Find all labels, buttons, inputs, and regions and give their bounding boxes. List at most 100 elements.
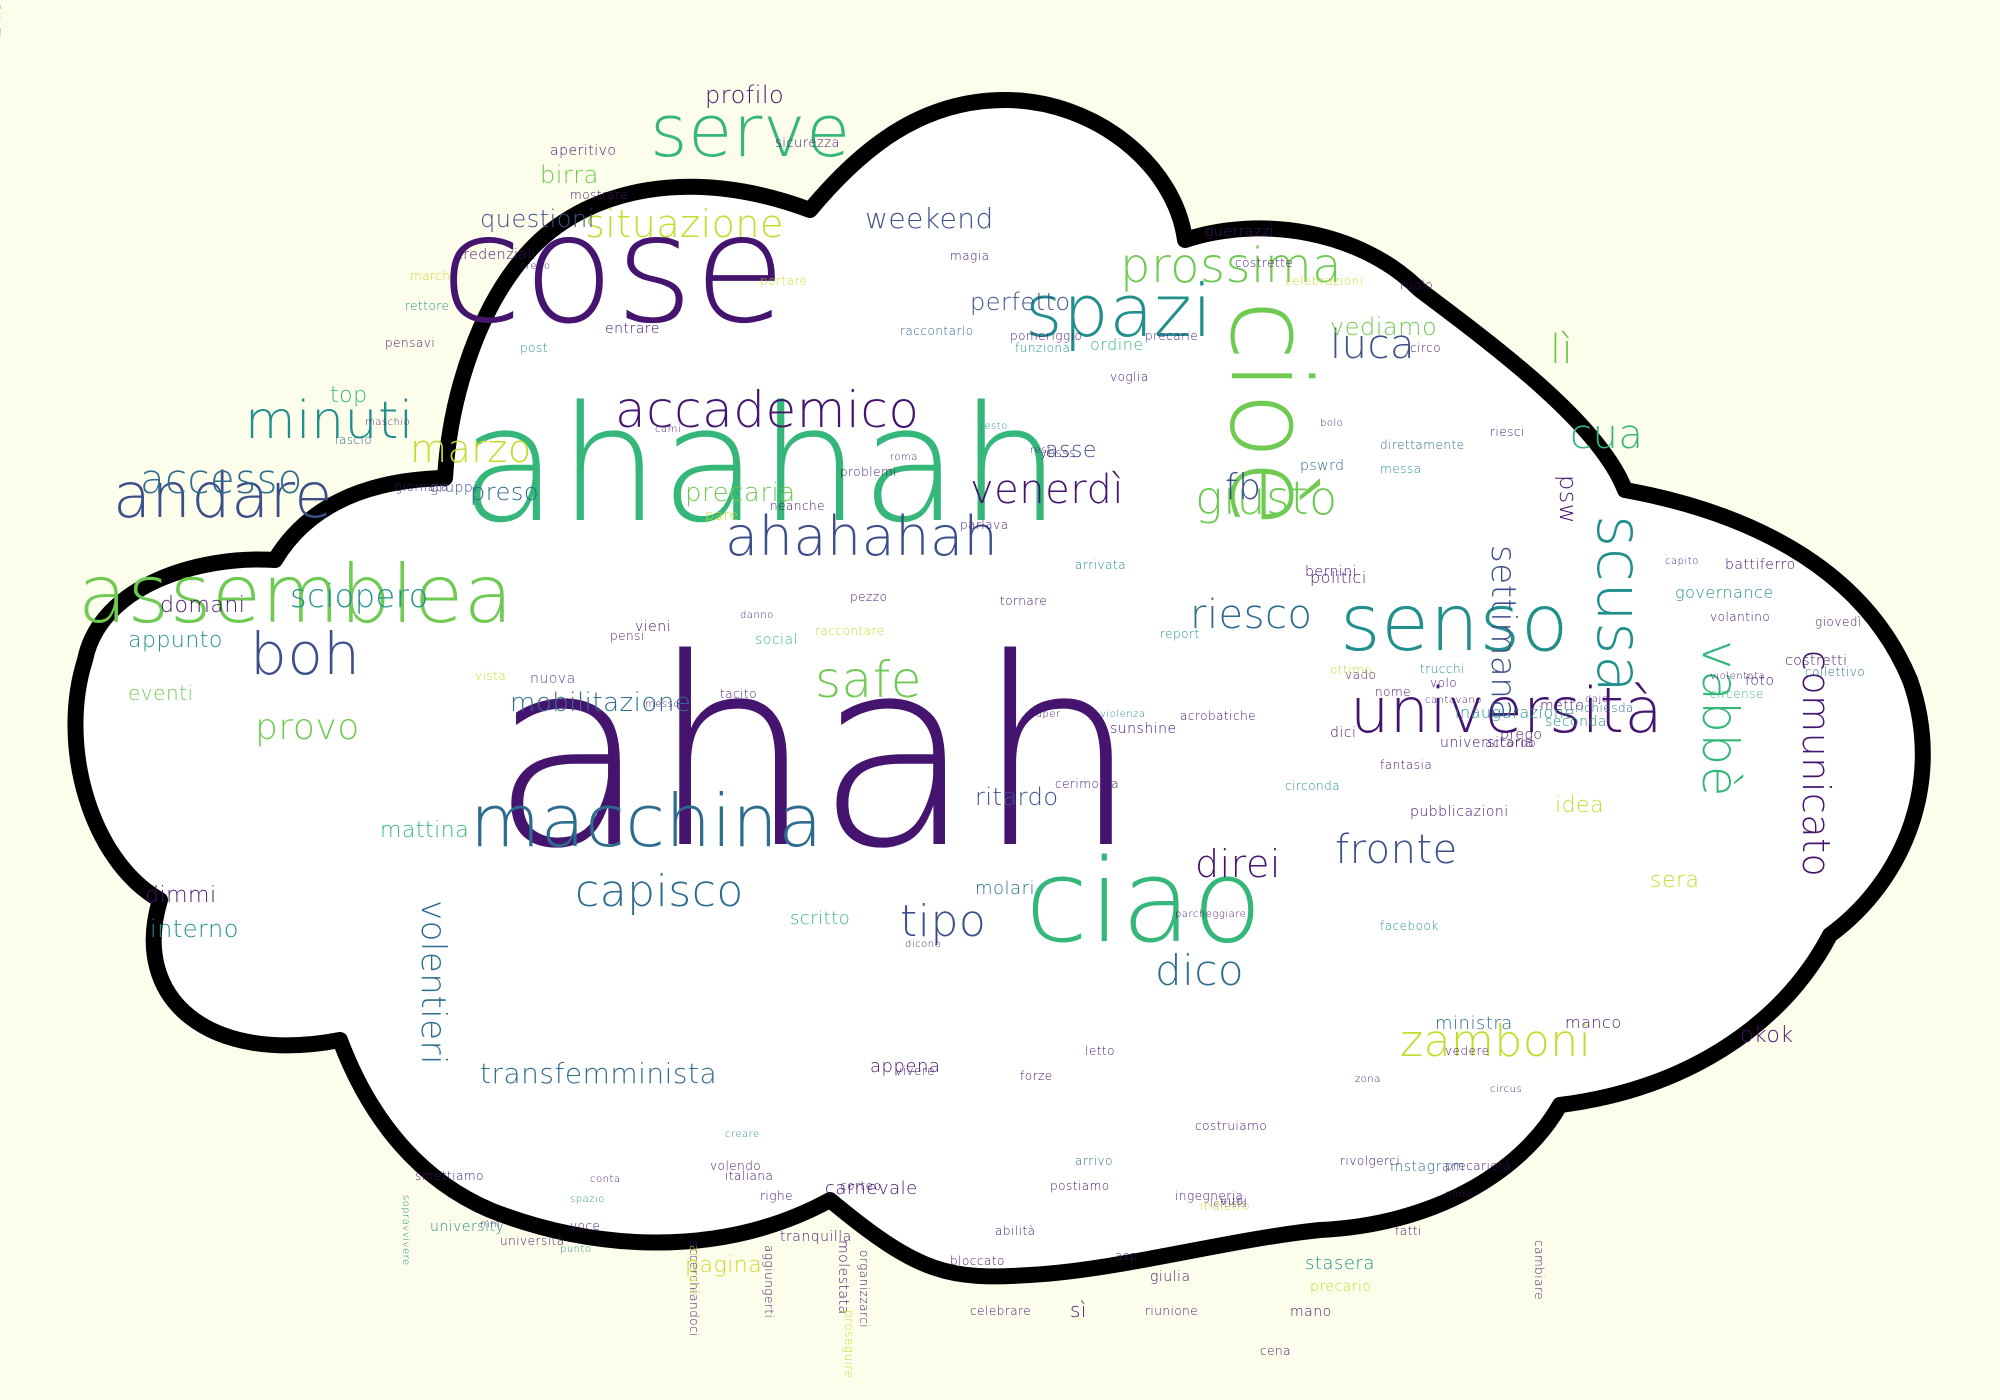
word-rest: rest [1030,445,1052,456]
word-fronte: fronte [1335,827,1458,873]
word-sunshine: sunshine [1110,721,1177,737]
word-comunicato: comunicato [1794,650,1838,878]
word-molari: molari [975,878,1035,899]
word-molestata: molestata [835,1240,851,1315]
word-giovedì: giovedì [1815,615,1862,629]
word-sì: sì [1070,1298,1087,1322]
word-arrivare: arrivare [687,1245,701,1297]
word-ahahah: ahahah [460,371,1062,558]
word-direttamente: direttamente [1380,438,1465,452]
word-rivolgerci: rivolgerci [1340,1154,1401,1168]
word-maschio: maschio [365,417,411,428]
word-violenza: violenza [1100,709,1146,720]
word-credenziali: credenziali [455,247,537,263]
word-boh: boh [250,620,361,688]
word-spazi: spazi [1025,269,1213,353]
word-tranquilla: tranquilla [780,1229,852,1245]
word-parlava: parlava [960,518,1009,532]
word-messo: messo [645,699,680,710]
word-gruppi: gruppi [430,480,478,496]
word-marzo: marzo [410,427,532,471]
word-nome: nome [1375,685,1412,699]
word-tipo: tipo [900,896,987,947]
word-eventi: eventi [128,681,194,705]
word-profilo: profilo [705,81,785,109]
word-parcheggiare: parcheggiare [1175,909,1247,920]
word-proseguire: proseguire [842,1310,856,1379]
word-domani: domani [160,593,246,618]
word-vediamo: vediamo [1330,313,1438,341]
word-zamboni: zamboni [1400,1016,1592,1067]
word-richiesda: richiesda [1575,701,1634,715]
word-universitaria: universitaria [1440,735,1535,751]
word-smettiamo: smettiamo [415,1169,484,1183]
word-dicono: dicono [905,939,942,950]
cloud-path [67,92,1931,1285]
word-università: università [500,1234,565,1248]
word-volantino: volantino [1710,610,1771,624]
word-costretti: costretti [1785,653,1848,669]
word-corteo: corteo [840,1179,882,1193]
word-mattina: mattina [380,818,470,843]
word-fatti: fatti [1395,1224,1422,1238]
word-stasera: stasera [1305,1253,1375,1274]
word-voglia: voglia [1110,370,1149,384]
word-situazione: situazione [585,202,784,246]
word-sera: sera [1650,868,1700,893]
word-riesci: riesci [1490,425,1525,439]
word-daje: daje [1585,694,1609,705]
word-raccontarlo: raccontarlo [900,324,974,338]
word-fb: fb [1225,467,1262,508]
word-volo: volo [1430,676,1458,690]
word-pezzo: pezzo [850,590,888,604]
word-forze: forze [1020,1069,1053,1083]
word-okok: okok [1740,1023,1794,1048]
word-accademico: accademico [615,381,920,439]
word-precarietà: precarietà [1445,1159,1512,1173]
word-manco: manco [1565,1013,1622,1032]
word-sicurezza: sicurezza [775,136,840,151]
word-cua: cua [1570,412,1644,458]
word-metto: metto [1540,698,1585,714]
word-super: super [1030,709,1061,720]
word-aperitivo: aperitivo [550,143,617,159]
word-messa: messa [1380,462,1422,476]
word-credo: credo [520,261,551,272]
word-facebook: facebook [1380,919,1439,933]
word-volendo: volendo [710,1159,762,1173]
word-mostrare: mostrare [570,188,629,202]
word-tornare: tornare [1000,594,1048,608]
word-ritardo: ritardo [975,783,1059,811]
word-senso: senso [1340,579,1569,669]
word-dici: dici [1330,725,1357,741]
word-pomeriggio: pomeriggio [1010,329,1083,343]
word-collettivo: collettivo [1805,665,1866,679]
word-guerrazzi: guerrazzi [1205,224,1275,240]
word-capito: capito [1665,556,1699,567]
word-governance: governance [1675,583,1774,602]
word-circonda: circonda [1285,779,1341,793]
word-righe: righe [760,1189,793,1203]
word-foto: foto [1745,673,1775,689]
word-scritto: scritto [790,908,851,929]
word-report: report [1160,627,1200,641]
word-serve: serve [650,89,851,173]
word-safe: safe [815,651,923,709]
word-vado: vado [1345,668,1377,682]
word-sciopero: sciopero [290,577,429,615]
word-entrare: entrare [605,321,660,337]
word-raccontare: raccontare [815,624,885,638]
word-andare: andare [113,459,333,532]
word-perfetto: perfetto [970,288,1071,316]
word-assemblea: assemblea [78,548,514,641]
word-cami: cami [655,424,682,435]
word-aggiungerti: aggiungerti [762,1245,776,1319]
word-precario: precario [1310,1279,1372,1295]
word-nuova: nuova [530,671,576,687]
word-ruolo: ruolo [1400,278,1434,292]
word-politici: politici [1310,568,1367,587]
word-cambiare: cambiare [1532,1240,1546,1300]
word-arrivo: arrivo [1075,1154,1113,1168]
